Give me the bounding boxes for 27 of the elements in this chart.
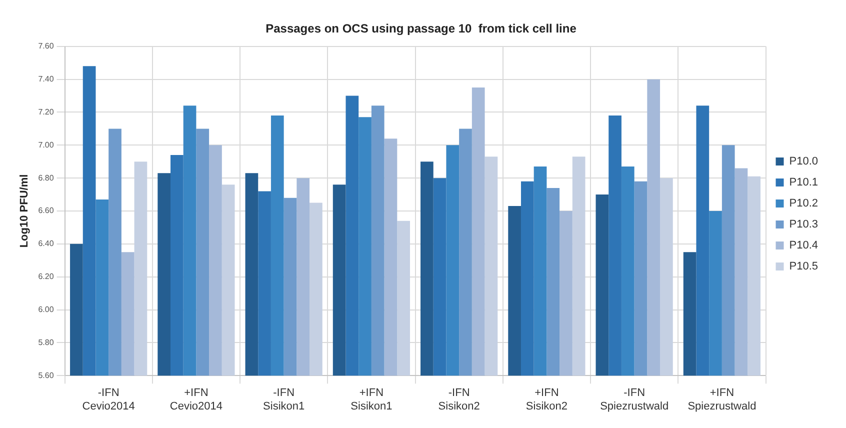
y-tick-label: 7.20 — [38, 107, 54, 116]
y-tick-label: 6.80 — [38, 173, 54, 182]
y-tick-label: 5.60 — [38, 370, 54, 380]
legend-label: P10.0 — [789, 156, 818, 168]
y-tick-label: 7.40 — [38, 74, 54, 84]
x-tick-label: -IFN Cevio2014 — [82, 387, 135, 412]
legend-label: P10.3 — [789, 218, 818, 231]
x-tick-label: -IFN Sisikon1 — [263, 387, 305, 412]
legend-label: P10.2 — [789, 198, 818, 210]
y-tick-label: 5.80 — [38, 338, 54, 347]
x-tick-label: +IFN Spiezrustwald — [688, 387, 756, 412]
y-tick-label: 6.60 — [38, 206, 54, 216]
y-axis-title: Log10 PFU/ml — [18, 174, 31, 248]
y-tick-label: 6.00 — [38, 304, 54, 314]
legend-label: P10.5 — [789, 260, 818, 273]
y-tick-label: 6.20 — [38, 272, 54, 282]
y-tick-label: 7.00 — [38, 140, 54, 150]
legend-label: P10.4 — [789, 240, 818, 252]
legend-label: P10.1 — [789, 176, 818, 189]
x-tick-label: -IFN Spiezrustwald — [600, 387, 669, 412]
y-tick-label: 7.60 — [38, 42, 54, 51]
x-tick-label: +IFN Sisikon2 — [526, 387, 568, 412]
chart-title: Passages on OCS using passage 10 from tick cell line — [266, 22, 577, 36]
x-tick-label: -IFN Sisikon2 — [438, 387, 480, 412]
y-tick-label: 6.40 — [38, 239, 54, 248]
x-tick-label: +IFN Sisikon1 — [350, 387, 392, 412]
x-tick-label: +IFN Cevio2014 — [170, 387, 222, 412]
